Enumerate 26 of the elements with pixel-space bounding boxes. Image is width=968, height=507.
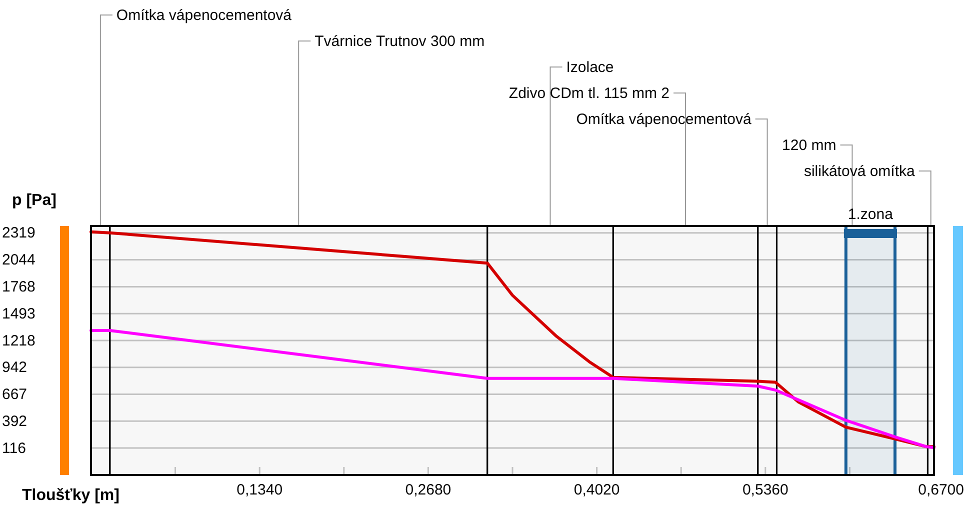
y-tick-label: 1493: [2, 305, 36, 322]
y-tick-label: 392: [2, 412, 28, 430]
y-tick-label: 1768: [2, 278, 36, 296]
y-tick-label: 667: [2, 386, 28, 404]
x-axis-title: Tloušťky [m]: [22, 487, 120, 504]
x-tick-label: 0,2680: [405, 482, 452, 498]
band-label: Omítka vápenocementová: [576, 111, 752, 128]
line-series: [90, 230, 936, 448]
y-tick-label: 2044: [2, 252, 36, 269]
band-label: Zdivo CDm tl. 115 mm 2: [508, 85, 670, 102]
y-axis-title: p [Pa]: [12, 192, 56, 209]
y-tick-label: 2319: [2, 224, 36, 242]
y-tick-label: 942: [2, 359, 28, 376]
band-label: 1.zona: [848, 206, 894, 223]
x-tick-label: 0,4020: [574, 482, 620, 498]
band-label: silikátová omítka: [804, 163, 916, 180]
x-tick-label: 0,5360: [742, 482, 788, 498]
y-tick-label: 1218: [2, 332, 36, 350]
y-tick-label: 116: [2, 440, 26, 457]
x-tick-label: 0,6700: [918, 482, 964, 498]
band-label: 120 mm: [782, 137, 836, 154]
line-series: [90, 328, 936, 450]
x-tick-label: 0,1340: [236, 482, 283, 498]
band-label: Tvárnice Trutnov 300 mm: [314, 33, 485, 50]
band-label: Izolace: [566, 59, 614, 76]
band-label: Omítka vápenocementová: [116, 7, 292, 24]
